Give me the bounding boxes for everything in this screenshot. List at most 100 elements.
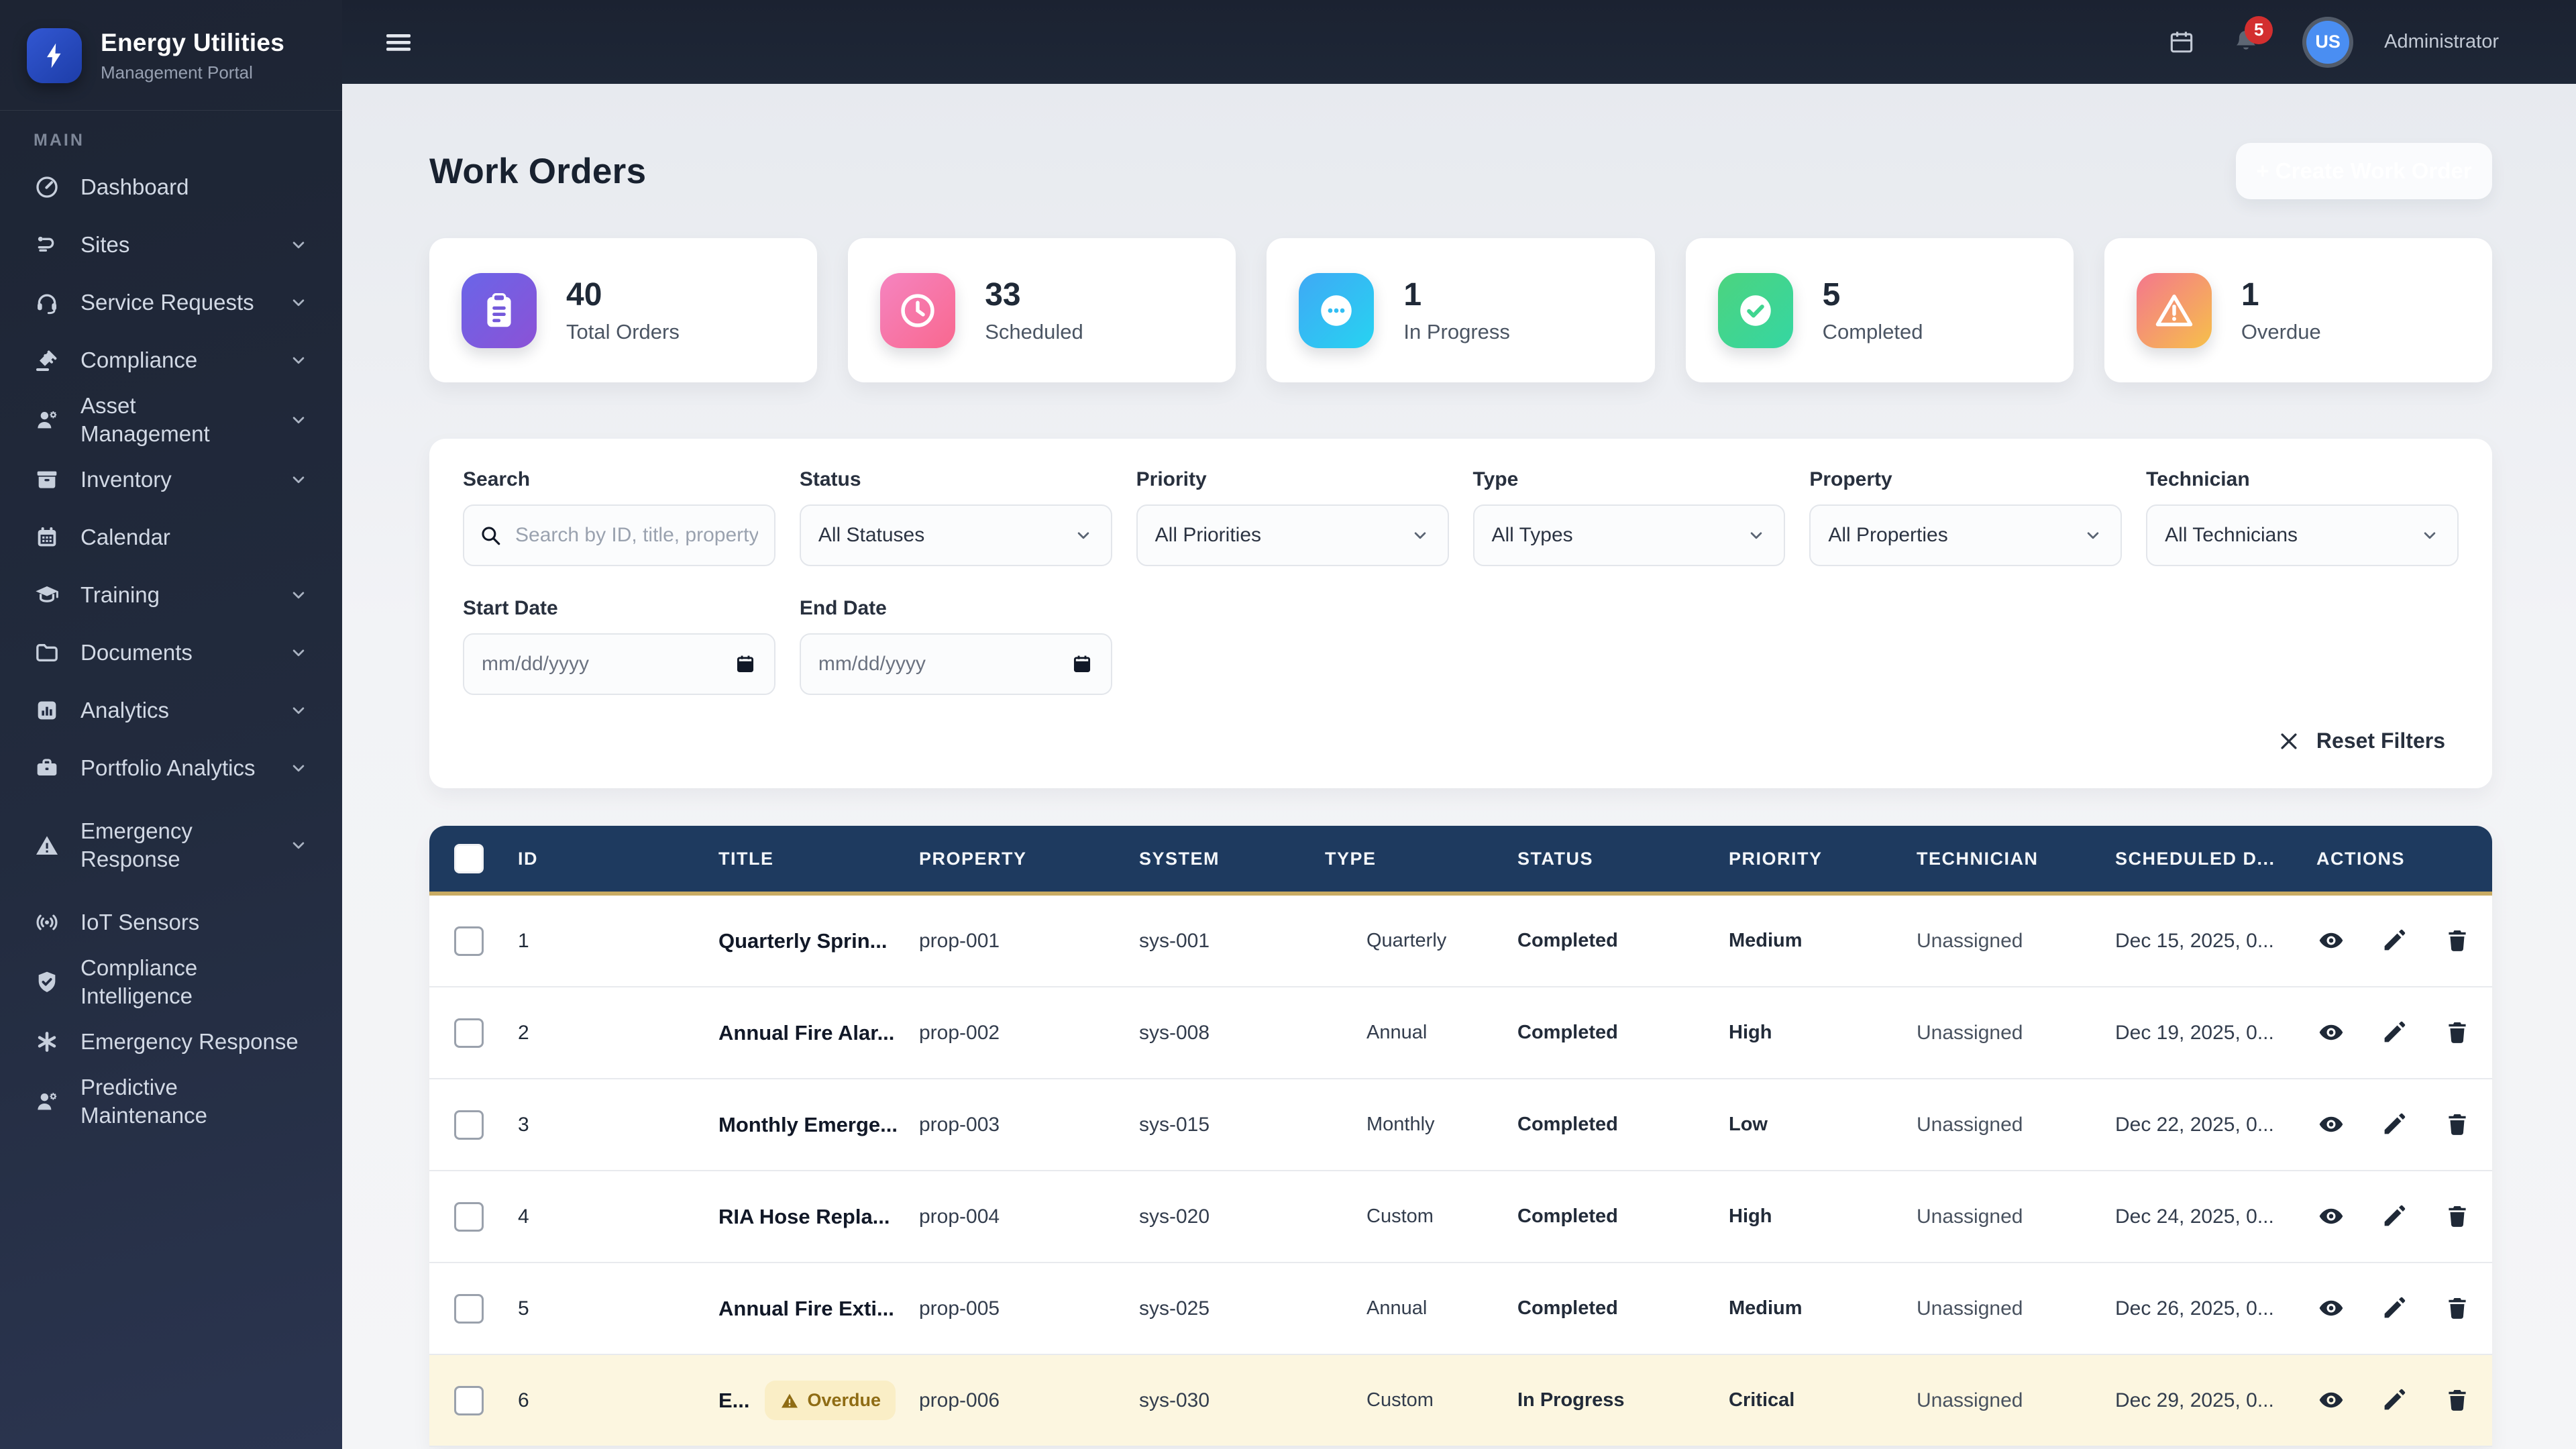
- delete-button[interactable]: [2443, 1018, 2472, 1048]
- stat-value: 40: [566, 277, 602, 313]
- briefcase-icon: [37, 759, 57, 775]
- edit-button[interactable]: [2379, 1202, 2409, 1232]
- edit-pencil-icon: [2384, 1021, 2406, 1042]
- sidebar-item-portfolio-analytics[interactable]: Portfolio Analytics: [15, 742, 327, 794]
- sidebar-item-label: Inventory: [80, 467, 172, 492]
- cell-actions: [2316, 1294, 2485, 1324]
- edit-button[interactable]: [2379, 1018, 2409, 1048]
- type-filter: Type All Types: [1472, 468, 1786, 566]
- create-work-order-button[interactable]: + Create Work Order: [2236, 143, 2492, 199]
- view-button[interactable]: [2316, 1110, 2346, 1140]
- column-header-system: SYSTEM: [1139, 848, 1220, 869]
- cell-actions: [2316, 1386, 2485, 1415]
- user-avatar[interactable]: US: [2306, 20, 2350, 64]
- row-checkbox[interactable]: [454, 1018, 484, 1048]
- row-checkbox[interactable]: [454, 926, 484, 956]
- sidebar-item-emergency-response[interactable]: Emergency Response: [15, 800, 327, 891]
- cell-id: 1: [518, 929, 529, 952]
- hamburger-menu-icon[interactable]: [382, 26, 415, 58]
- view-button[interactable]: [2316, 1294, 2346, 1324]
- stat-card-scheduled: 33 Scheduled: [848, 238, 1236, 382]
- edit-button[interactable]: [2379, 1386, 2409, 1415]
- delete-button[interactable]: [2443, 926, 2472, 956]
- delete-trash-icon: [2449, 1389, 2466, 1411]
- priority-filter: Priority All Priorities: [1136, 468, 1449, 566]
- cell-type: Custom: [1366, 1389, 1434, 1411]
- sidebar-item-analytics[interactable]: Analytics: [15, 684, 327, 737]
- cell-system: sys-025: [1139, 1297, 1210, 1320]
- row-checkbox[interactable]: [454, 1110, 484, 1140]
- delete-button[interactable]: [2443, 1386, 2472, 1415]
- stat-card-in-progress: 1 In Progress: [1267, 238, 1655, 382]
- sidebar-item-documents[interactable]: Documents: [15, 627, 327, 679]
- view-button[interactable]: [2316, 1386, 2346, 1415]
- sidebar-item-compliance-intelligence[interactable]: Compliance Intelligence: [15, 954, 327, 1010]
- row-checkbox[interactable]: [454, 1201, 484, 1232]
- sidebar-item-training[interactable]: Training: [15, 569, 327, 621]
- status-select[interactable]: All Statuses: [799, 504, 1112, 566]
- edit-button[interactable]: [2379, 1294, 2409, 1324]
- edit-button[interactable]: [2379, 926, 2409, 956]
- warntri-icon: [36, 836, 58, 855]
- reset-filters-label: Reset Filters: [2316, 729, 2445, 753]
- priority-select[interactable]: All Priorities: [1136, 504, 1449, 566]
- delete-button[interactable]: [2443, 1110, 2472, 1140]
- stat-value: 1: [1403, 277, 1422, 313]
- chart-icon: [38, 701, 56, 720]
- cell-scheduled-date: Dec 29, 2025, 0...: [2115, 1389, 2274, 1411]
- view-button[interactable]: [2316, 926, 2346, 956]
- work-orders-table: ID TITLE PROPERTY SYSTEM TYPE STATUS PRIORITY T…: [429, 826, 2492, 1447]
- sidebar-item-calendar[interactable]: Calendar: [15, 511, 327, 564]
- sidebar-item-asset-management[interactable]: Asset Management: [15, 392, 327, 448]
- cell-title: RIA Hose Repla...: [718, 1204, 890, 1228]
- sidebar-item-compliance[interactable]: Compliance: [15, 334, 327, 386]
- cell-priority: Medium: [1729, 1297, 1803, 1319]
- sidebar-item-label: Portfolio Analytics: [80, 755, 256, 780]
- delete-button[interactable]: [2443, 1202, 2472, 1232]
- start-date-input[interactable]: mm/dd/yyyy: [463, 633, 775, 695]
- cell-technician: Unassigned: [1917, 1205, 2023, 1228]
- table-row: 3 Monthly Emerge... prop-003 sys-015 Monthly…: [429, 1079, 2492, 1171]
- view-eye-icon: [2319, 1208, 2343, 1224]
- edit-button[interactable]: [2379, 1110, 2409, 1140]
- ellipsis-icon: [1299, 272, 1375, 348]
- stat-label: Scheduled: [985, 320, 1083, 343]
- technician-select[interactable]: All Technicians: [2146, 504, 2459, 566]
- end-date-input[interactable]: mm/dd/yyyy: [799, 633, 1112, 695]
- property-select[interactable]: All Properties: [1809, 504, 2123, 566]
- cell-actions: [2316, 1110, 2485, 1140]
- cell-scheduled-date: Dec 15, 2025, 0...: [2115, 929, 2274, 952]
- sidebar-item-dashboard[interactable]: Dashboard: [15, 161, 327, 213]
- cell-status: In Progress: [1517, 1389, 1625, 1411]
- notifications-bell[interactable]: 5: [2231, 15, 2273, 59]
- cell-priority: Critical: [1729, 1389, 1795, 1411]
- delete-trash-icon: [2449, 1205, 2466, 1227]
- sidebar-item-emergency-response[interactable]: Emergency Response: [15, 1016, 327, 1068]
- sidebar-item-inventory[interactable]: Inventory: [15, 453, 327, 506]
- row-checkbox[interactable]: [454, 1385, 484, 1415]
- asterisk-icon: [38, 1032, 56, 1052]
- sidebar-item-label: Predictive Maintenance: [80, 1075, 207, 1128]
- calendar-icon[interactable]: [2167, 26, 2196, 58]
- select-all-checkbox[interactable]: [454, 844, 484, 873]
- warnstat-icon: [2136, 272, 2212, 348]
- sidebar-item-iot-sensors[interactable]: IoT Sensors: [15, 896, 327, 949]
- delete-button[interactable]: [2443, 1294, 2472, 1324]
- reset-filters-button[interactable]: Reset Filters: [2264, 718, 2459, 764]
- view-button[interactable]: [2316, 1202, 2346, 1232]
- type-select[interactable]: All Types: [1472, 504, 1786, 566]
- cell-id: 3: [518, 1113, 529, 1136]
- row-checkbox[interactable]: [454, 1293, 484, 1324]
- gradcap-icon: [36, 586, 58, 602]
- sidebar-item-label: Analytics: [80, 698, 170, 722]
- sidebar-item-sites[interactable]: Sites: [15, 219, 327, 271]
- chevron-down-icon: [1077, 532, 1089, 539]
- sidebar-item-predictive-maintenance[interactable]: Predictive Maintenance: [15, 1073, 327, 1130]
- view-button[interactable]: [2316, 1018, 2346, 1048]
- column-header-actions: ACTIONS: [2316, 848, 2405, 869]
- selected-value: All Statuses: [818, 524, 925, 546]
- worker-icon: [38, 411, 57, 429]
- search-input[interactable]: [463, 504, 775, 566]
- app-subtitle: Management Portal: [101, 62, 253, 83]
- sidebar-item-service-requests[interactable]: Service Requests: [15, 276, 327, 329]
